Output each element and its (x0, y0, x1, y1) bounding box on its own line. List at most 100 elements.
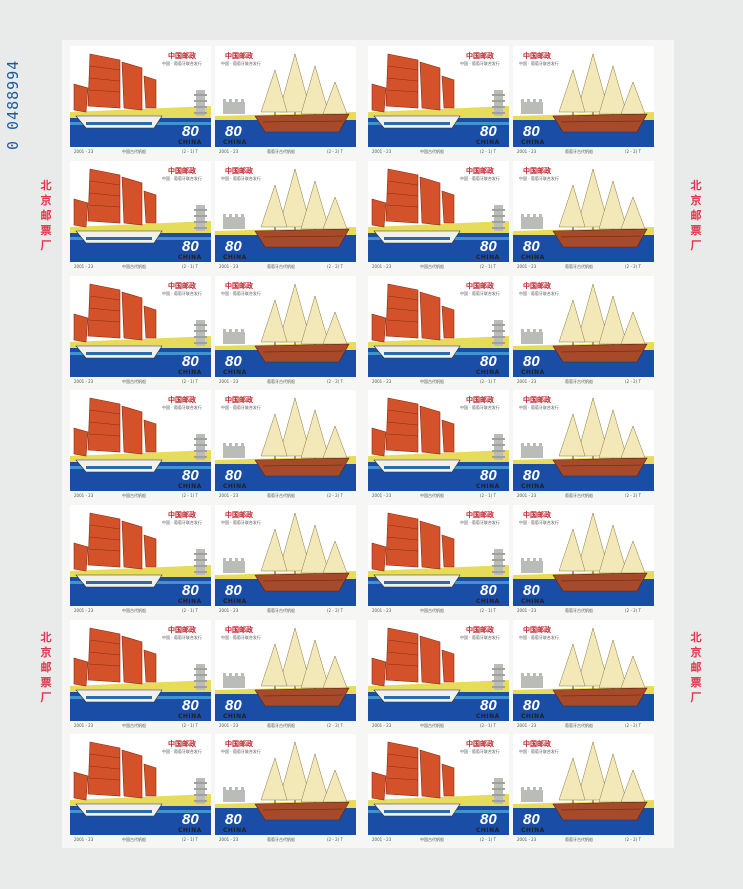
stamp-country: CHINA (178, 598, 202, 605)
stamp-title: 中国邮政 (225, 52, 253, 60)
stamp-caption: 中国古代帆船 (420, 379, 444, 384)
junk-ship-icon (73, 741, 163, 817)
stamp-issue-code: 2001 - 23 (219, 379, 239, 384)
caravel-ship-icon (254, 512, 350, 592)
caravel-illustration (513, 390, 654, 491)
pagoda-icon (194, 434, 207, 460)
printer-seal-left-top: 北京邮票厂 (39, 178, 53, 253)
junk-ship-icon (371, 512, 461, 588)
stamp-country: CHINA (178, 254, 202, 261)
stamp-country: CHINA (223, 827, 247, 834)
stamp-chinese-junk: 中国邮政 中国 · 葡萄牙联合发行 80 CHINA (368, 276, 509, 377)
stamp-country: CHINA (223, 713, 247, 720)
seal-character: 邮 (40, 661, 52, 674)
fortress-icon (521, 443, 543, 458)
stamp-sequence: (2 - 2) T (327, 493, 343, 498)
stamp-caption: 中国古代帆船 (122, 723, 146, 728)
pagoda-icon (194, 778, 207, 804)
stamp-face-value: 80 (182, 238, 199, 255)
seal-character: 票 (40, 224, 52, 237)
stamp-face-value: 80 (225, 353, 242, 370)
junk-ship-icon (73, 627, 163, 703)
caravel-illustration (215, 734, 356, 835)
pagoda-icon (492, 434, 505, 460)
stamp-title: 中国邮政 (225, 396, 253, 404)
stamp-chinese-junk: 中国邮政 中国 · 葡萄牙联合发行 80 CHINA (70, 46, 211, 147)
pagoda-icon (194, 90, 207, 116)
stamp-subtitle: 中国 · 葡萄牙联合发行 (221, 291, 261, 296)
junk-illustration (368, 390, 509, 491)
sheet-serial-number: 0 0488994 (4, 40, 26, 160)
stamp-sequence: (2 - 1) T (480, 493, 496, 498)
stamp-chinese-junk: 中国邮政 中国 · 葡萄牙联合发行 80 CHINA (70, 276, 211, 377)
fortress-icon (223, 329, 245, 344)
stamp-country: CHINA (178, 713, 202, 720)
stamp-subtitle: 中国 · 葡萄牙联合发行 (519, 749, 559, 754)
stamp-sheet: 中国邮政 中国 · 葡萄牙联合发行 80 CHINA 2001 - 23 中国古代帆船 (2… (62, 40, 674, 848)
pagoda-icon (492, 90, 505, 116)
stamp-subtitle: 中国 · 葡萄牙联合发行 (221, 520, 261, 525)
junk-illustration (368, 46, 509, 147)
stamp-sequence: (2 - 2) T (625, 149, 641, 154)
stamp-country: CHINA (476, 369, 500, 376)
stamp-title: 中国邮政 (225, 167, 253, 175)
stamp-face-value: 80 (225, 582, 242, 599)
stamp-face-value: 80 (480, 697, 497, 714)
fortress-icon (223, 443, 245, 458)
stamp-issue-code: 2001 - 23 (219, 723, 239, 728)
stamp-issue-code: 2001 - 23 (74, 837, 94, 842)
stamp-issue-code: 2001 - 23 (372, 264, 392, 269)
caravel-ship-icon (254, 53, 350, 133)
stamp-subtitle: 中国 · 葡萄牙联合发行 (460, 635, 500, 640)
stamp-portuguese-caravel: 中国邮政 中国 · 葡萄牙联合发行 80 CHINA (513, 620, 654, 721)
stamp-subtitle: 中国 · 葡萄牙联合发行 (460, 405, 500, 410)
caravel-illustration (513, 46, 654, 147)
stamp-issue-code: 2001 - 23 (372, 608, 392, 613)
stamp-subtitle: 中国 · 葡萄牙联合发行 (162, 405, 202, 410)
stamp-chinese-junk: 中国邮政 中国 · 葡萄牙联合发行 80 CHINA (368, 46, 509, 147)
stamp-face-value: 80 (523, 123, 540, 140)
stamp-issue-code: 2001 - 23 (372, 379, 392, 384)
fortress-icon (521, 558, 543, 573)
caravel-illustration (215, 390, 356, 491)
stamp-title: 中国邮政 (168, 396, 196, 404)
stamp-country: CHINA (476, 598, 500, 605)
seal-character: 京 (690, 194, 702, 207)
stamp-caption: 葡萄牙古代帆船 (267, 608, 295, 613)
stamp-sequence: (2 - 1) T (182, 149, 198, 154)
stamp-subtitle: 中国 · 葡萄牙联合发行 (460, 749, 500, 754)
stamp-caption: 葡萄牙古代帆船 (267, 149, 295, 154)
stamp-sequence: (2 - 1) T (480, 837, 496, 842)
junk-ship-icon (73, 168, 163, 244)
stamp-country: CHINA (521, 483, 545, 490)
stamp-caption: 中国古代帆船 (420, 493, 444, 498)
stamp-sequence: (2 - 1) T (182, 493, 198, 498)
stamp-country: CHINA (476, 139, 500, 146)
seal-character: 北 (40, 631, 52, 644)
stamp-subtitle: 中国 · 葡萄牙联合发行 (162, 61, 202, 66)
stamp-portuguese-caravel: 中国邮政 中国 · 葡萄牙联合发行 80 CHINA (215, 505, 356, 606)
stamp-subtitle: 中国 · 葡萄牙联合发行 (519, 61, 559, 66)
stamp-caption: 中国古代帆船 (122, 837, 146, 842)
fortress-icon (521, 329, 543, 344)
stamp-title: 中国邮政 (523, 396, 551, 404)
stamp-subtitle: 中国 · 葡萄牙联合发行 (162, 176, 202, 181)
stamp-sequence: (2 - 2) T (327, 379, 343, 384)
stamp-sequence: (2 - 2) T (625, 837, 641, 842)
stamp-face-value: 80 (225, 811, 242, 828)
stamp-country: CHINA (521, 713, 545, 720)
stamp-country: CHINA (223, 139, 247, 146)
stamp-chinese-junk: 中国邮政 中国 · 葡萄牙联合发行 80 CHINA (70, 390, 211, 491)
caravel-illustration (215, 46, 356, 147)
stamp-portuguese-caravel: 中国邮政 中国 · 葡萄牙联合发行 80 CHINA (513, 390, 654, 491)
stamp-issue-code: 2001 - 23 (219, 493, 239, 498)
seal-character: 厂 (690, 239, 702, 252)
serial-number-text: 0 0488994 (4, 59, 22, 150)
stamp-sequence: (2 - 1) T (480, 149, 496, 154)
pagoda-icon (194, 320, 207, 346)
stamp-title: 中国邮政 (466, 511, 494, 519)
stamp-issue-code: 2001 - 23 (517, 608, 537, 613)
stamp-issue-code: 2001 - 23 (219, 264, 239, 269)
caravel-ship-icon (254, 627, 350, 707)
junk-illustration (70, 620, 211, 721)
